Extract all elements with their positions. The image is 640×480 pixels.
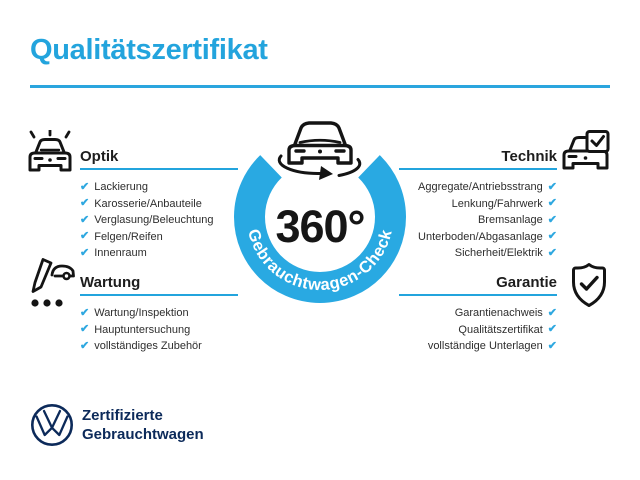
check-icon: ✔ bbox=[80, 180, 90, 193]
list-item: ✔ Innenraum bbox=[80, 247, 238, 259]
section-title-optik: Optik bbox=[80, 148, 119, 165]
list-item: ✔ Wartung/Inspektion bbox=[80, 307, 238, 319]
item-label: vollständige Unterlagen bbox=[427, 340, 543, 352]
item-label: Sicherheit/Elektrik bbox=[454, 247, 543, 259]
item-label: Karosserie/Anbauteile bbox=[94, 197, 202, 210]
badge-value: 360° bbox=[275, 201, 364, 252]
list-item: ✔ Hauptuntersuchung bbox=[80, 324, 238, 336]
check-icon: ✔ bbox=[547, 323, 557, 335]
footer-line2: Gebrauchtwagen bbox=[82, 426, 204, 443]
footer-line1: Zertifizierte bbox=[82, 407, 163, 424]
section-title-wartung: Wartung bbox=[80, 274, 141, 291]
item-label: Hauptuntersuchung bbox=[94, 323, 191, 336]
item-label: Lenkung/Fahrwerk bbox=[451, 197, 543, 210]
wartung-items: ✔ Wartung/Inspektion ✔ Hauptuntersuchung ✔… bbox=[80, 307, 238, 352]
list-item: ✔ Karosserie/Anbauteile bbox=[80, 198, 238, 210]
list-item: vollständige Unterlagen ✔ bbox=[399, 340, 557, 352]
item-label: Felgen/Reifen bbox=[94, 230, 163, 243]
item-label: Innenraum bbox=[94, 247, 147, 259]
check-icon: ✔ bbox=[80, 339, 90, 352]
section-wartung: Wartung ✔ Wartung/Inspektion ✔ Hauptunters… bbox=[80, 274, 238, 357]
item-label: vollständiges Zubehör bbox=[94, 340, 202, 352]
section-title-garantie: Garantie bbox=[496, 274, 557, 291]
check-icon: ✔ bbox=[80, 230, 90, 242]
section-title-technik: Technik bbox=[501, 148, 557, 165]
item-label: Qualitätszertifikat bbox=[458, 323, 543, 336]
car-checkbox-icon bbox=[561, 130, 611, 187]
list-item: Garantienachweis ✔ bbox=[399, 307, 557, 319]
check-icon: ✔ bbox=[80, 246, 90, 259]
check-icon: ✔ bbox=[80, 306, 90, 319]
item-label: Aggregate/Antriebsstrang bbox=[418, 181, 543, 193]
section-garantie: Garantie Garantienachweis ✔ Qualitätszert… bbox=[399, 274, 557, 357]
check-icon: ✔ bbox=[547, 213, 557, 226]
item-label: Unterboden/Abgasanlage bbox=[418, 230, 543, 243]
list-item: ✔ Felgen/Reifen bbox=[80, 231, 238, 243]
check-icon: ✔ bbox=[80, 197, 90, 209]
item-label: Wartung/Inspektion bbox=[94, 307, 189, 319]
list-item: ✔ vollständiges Zubehör bbox=[80, 340, 238, 352]
check-icon: ✔ bbox=[547, 230, 557, 242]
check-icon: ✔ bbox=[547, 306, 557, 319]
list-item: Lenkung/Fahrwerk ✔ bbox=[399, 198, 557, 210]
item-label: Verglasung/Beleuchtung bbox=[94, 214, 214, 226]
technik-items: Aggregate/Antriebsstrang ✔ Lenkung/Fahrwe… bbox=[399, 181, 557, 259]
section-rule-optik bbox=[80, 168, 238, 170]
page-title: Qualitätszertifikat bbox=[30, 34, 268, 66]
optik-items: ✔ Lackierung ✔ Karosserie/Anbauteile ✔ Verg… bbox=[80, 181, 238, 259]
vw-logo bbox=[30, 403, 74, 447]
rotating-car-icon bbox=[277, 121, 362, 180]
item-label: Bremsanlage bbox=[477, 214, 543, 226]
footer-brand-text: Zertifizierte Gebrauchtwagen bbox=[82, 406, 204, 444]
list-item: ✔ Verglasung/Beleuchtung bbox=[80, 214, 238, 226]
header-divider bbox=[30, 85, 610, 88]
check-icon: ✔ bbox=[547, 197, 557, 209]
badge-ring bbox=[234, 155, 406, 303]
shield-check-icon bbox=[567, 262, 611, 315]
inspection-checklist-icon bbox=[26, 258, 76, 315]
badge-360-check: Gebrauchtwagen-Check 360° bbox=[230, 117, 410, 309]
check-icon: ✔ bbox=[547, 339, 557, 352]
list-item: Qualitätszertifikat ✔ bbox=[399, 324, 557, 336]
list-item: Aggregate/Antriebsstrang ✔ bbox=[399, 181, 557, 193]
item-label: Garantienachweis bbox=[454, 307, 543, 319]
section-optik: Optik ✔ Lackierung ✔ Karosserie/Anbauteile… bbox=[80, 148, 238, 264]
check-icon: ✔ bbox=[547, 180, 557, 193]
check-icon: ✔ bbox=[80, 323, 90, 335]
item-label: Lackierung bbox=[94, 181, 149, 193]
garantie-items: Garantienachweis ✔ Qualitätszertifikat ✔ v… bbox=[399, 307, 557, 352]
list-item: Sicherheit/Elektrik ✔ bbox=[399, 247, 557, 259]
list-item: ✔ Lackierung bbox=[80, 181, 238, 193]
section-rule-technik bbox=[399, 168, 557, 170]
list-item: Unterboden/Abgasanlage ✔ bbox=[399, 231, 557, 243]
check-icon: ✔ bbox=[547, 246, 557, 259]
section-technik: Technik Aggregate/Antriebsstrang ✔ Lenkun… bbox=[399, 148, 557, 264]
check-icon: ✔ bbox=[80, 213, 90, 226]
car-front-lights-icon bbox=[25, 128, 75, 187]
section-rule-wartung bbox=[80, 294, 238, 296]
section-rule-garantie bbox=[399, 294, 557, 296]
list-item: Bremsanlage ✔ bbox=[399, 214, 557, 226]
